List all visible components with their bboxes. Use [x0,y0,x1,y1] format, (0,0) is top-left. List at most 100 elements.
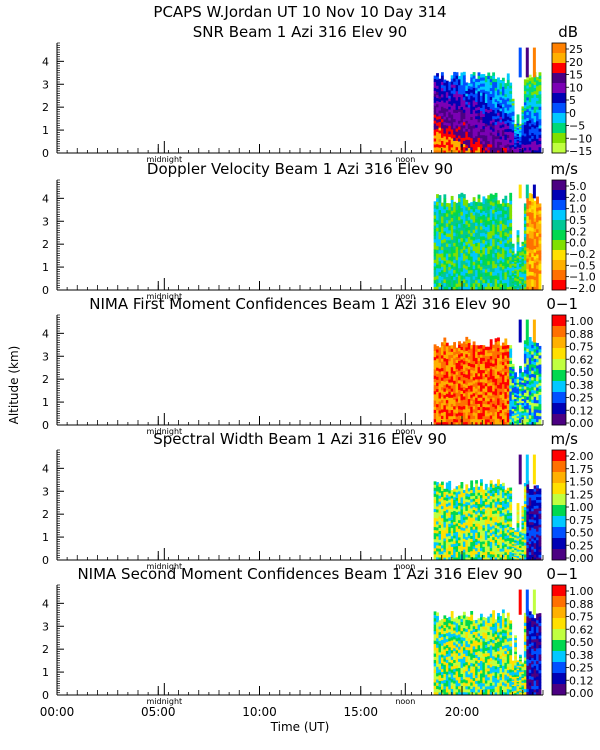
data-cell [536,218,539,223]
data-cell [519,406,522,410]
data-cell [497,553,500,558]
data-cell [533,393,537,397]
data-cell [460,128,464,132]
data-cell [526,144,530,148]
data-cell [475,354,478,358]
data-cell [506,203,510,207]
data-cell [462,99,466,104]
data-cell [511,123,515,127]
data-cell [528,271,532,276]
data-cell [514,276,517,278]
data-cell [438,389,442,393]
data-cell [440,266,444,271]
data-cell [528,119,532,124]
data-cell [455,407,459,411]
data-cell [443,551,447,555]
data-cell [479,259,483,264]
data-cell [479,236,483,240]
data-cell [514,382,517,385]
data-cell [494,411,498,416]
data-cell [526,129,530,133]
data-cell [479,345,483,349]
data-cell [514,372,517,375]
data-cell [445,147,449,151]
data-cell [477,198,481,203]
data-cell [506,223,510,227]
data-cell [514,142,517,145]
data-cell [460,109,464,114]
data-cell [465,411,469,416]
data-cell [462,282,466,287]
data-cell [433,255,437,260]
data-cell [445,256,449,261]
data-cell [531,370,535,374]
data-cell [443,418,447,423]
data-cell [445,512,449,516]
data-cell [528,554,532,558]
data-cell [499,545,503,549]
data-cell [440,209,444,214]
data-cell [521,140,525,143]
data-cell [536,358,539,363]
data-cell [536,361,539,366]
data-cell [506,515,510,519]
data-cell [499,507,503,511]
data-cell [509,551,513,555]
data-cell [438,401,442,405]
data-cell [504,535,508,539]
data-cell [509,128,513,132]
data-cell [460,222,464,227]
data-cell [538,118,542,123]
data-cell [521,551,525,555]
data-cell [506,363,510,368]
data-cell [479,494,483,499]
data-cell [538,260,542,264]
data-cell [467,279,471,284]
data-cell [494,542,498,546]
data-cell [528,364,532,368]
data-cell [433,279,437,284]
data-cell [526,483,530,488]
data-cell [526,393,530,397]
data-cell [506,403,510,407]
data-cell [443,546,447,550]
data-cell [523,119,527,123]
data-cell [501,279,505,284]
data-cell [516,404,520,407]
data-cell [445,122,449,126]
data-cell [521,388,525,391]
data-cell [448,92,452,96]
data-cell [509,120,513,124]
data-cell [453,276,456,281]
data-cell [455,525,459,530]
data-cell [475,360,478,365]
data-cell [533,361,537,366]
data-cell [487,391,491,396]
data-cell [440,283,444,288]
marker-label: noon [395,427,415,436]
data-cell [440,140,444,145]
data-cell [516,133,520,136]
data-cell [458,75,461,80]
data-cell [516,139,520,142]
data-cell [504,115,508,119]
data-cell [465,142,469,146]
data-cell [501,272,505,277]
data-cell [516,144,520,146]
data-cell [482,511,486,515]
data-cell [492,394,496,398]
data-cell [497,401,500,406]
data-cell [511,245,515,248]
data-cell [506,94,510,99]
data-cell [523,79,527,83]
data-cell [445,412,449,416]
data-cell [526,377,530,381]
data-cell [440,345,444,349]
data-cell [438,93,442,97]
data-cell [489,385,493,390]
data-cell [538,256,542,261]
data-cell [440,377,444,381]
data-cell [509,222,513,227]
data-cell [450,147,454,151]
